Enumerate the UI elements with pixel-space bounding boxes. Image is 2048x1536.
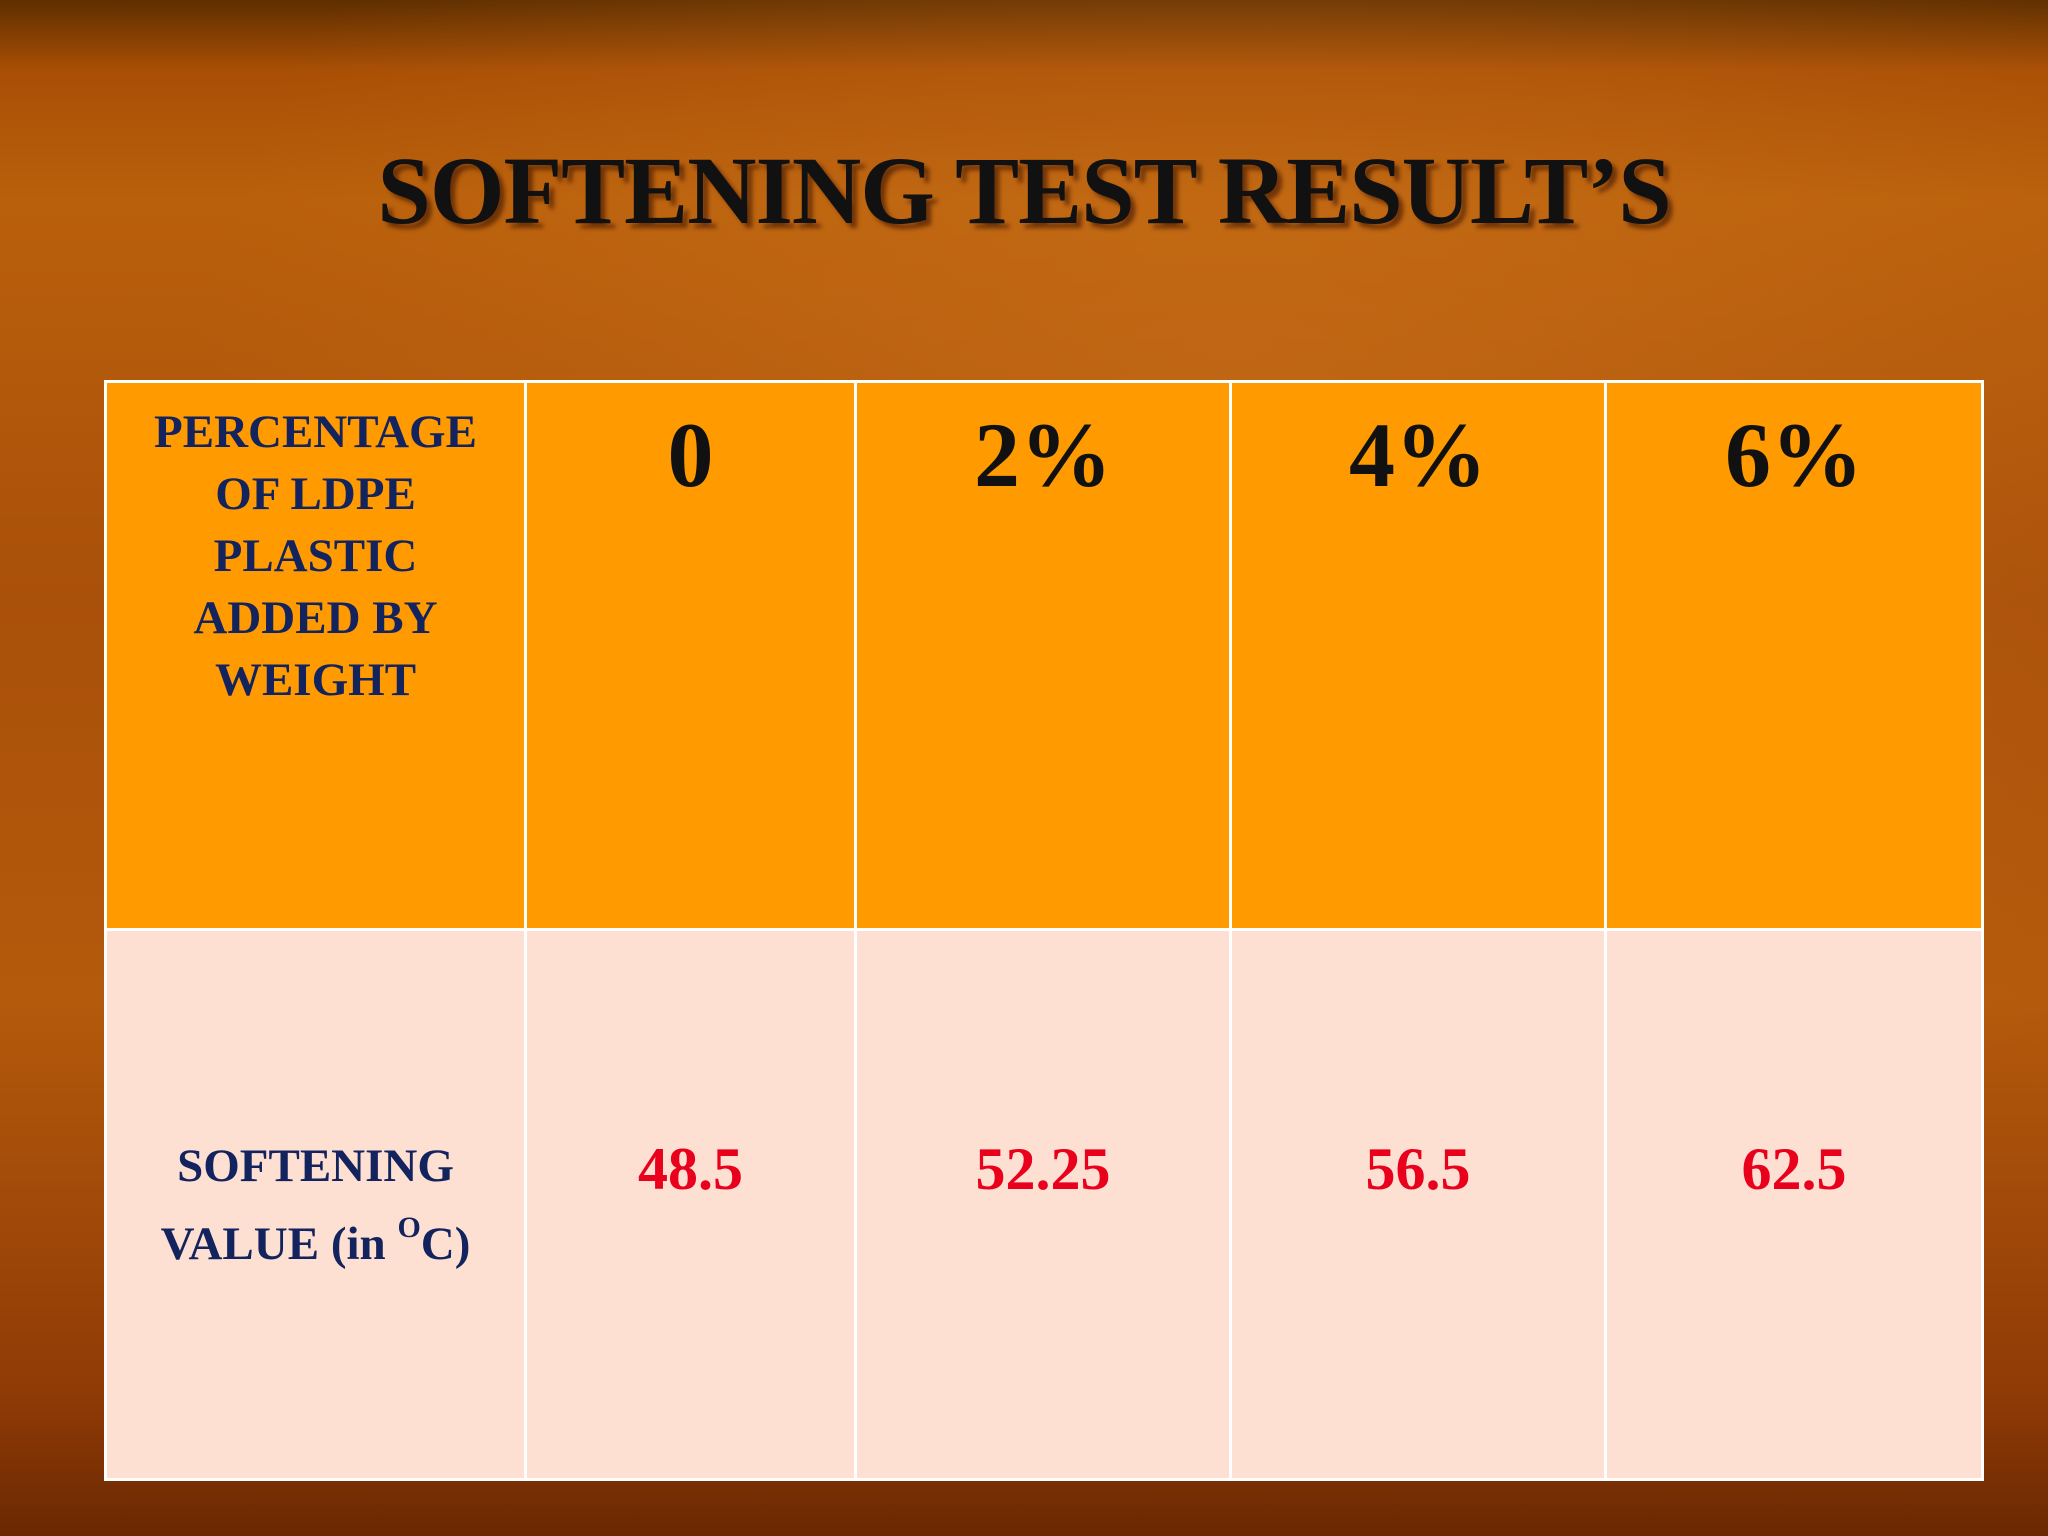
header-row: PERCENTAGE OF LDPE PLASTIC ADDED BY WEIG…	[104, 380, 1984, 931]
value: 62.5	[1741, 1135, 1847, 1202]
header-value: 2%	[974, 404, 1112, 506]
row-label-superscript: O	[397, 1210, 421, 1244]
row-label-suffix: C)	[420, 1217, 471, 1270]
header-cell: 0	[524, 380, 857, 931]
title: SOFTENING TEST RESULT’S	[377, 137, 1671, 244]
value-cell: 52.25	[854, 928, 1232, 1481]
header-value: 6%	[1725, 404, 1863, 506]
header-cell: 2%	[854, 380, 1232, 931]
header-cell: 6%	[1604, 380, 1984, 931]
value: 56.5	[1365, 1135, 1471, 1202]
header-value: 4%	[1349, 404, 1487, 506]
results-table: PERCENTAGE OF LDPE PLASTIC ADDED BY WEIG…	[104, 380, 1984, 1481]
header-label-cell: PERCENTAGE OF LDPE PLASTIC ADDED BY WEIG…	[104, 380, 527, 931]
value-row: SOFTENING VALUE (in OC) 48.5 52.25 56.5 …	[104, 928, 1984, 1481]
header-value: 0	[667, 404, 714, 506]
value: 52.25	[975, 1135, 1111, 1202]
row-label-cell: SOFTENING VALUE (in OC)	[104, 928, 527, 1481]
value-cell: 62.5	[1604, 928, 1984, 1481]
value-cell: 56.5	[1229, 928, 1607, 1481]
value: 48.5	[638, 1135, 743, 1202]
header-label: PERCENTAGE OF LDPE PLASTIC ADDED BY WEIG…	[154, 406, 477, 706]
row-label: SOFTENING VALUE (in OC)	[107, 1135, 524, 1275]
header-cell: 4%	[1229, 380, 1607, 931]
value-cell: 48.5	[524, 928, 857, 1481]
row-label-text: SOFTENING VALUE (in	[160, 1139, 454, 1270]
